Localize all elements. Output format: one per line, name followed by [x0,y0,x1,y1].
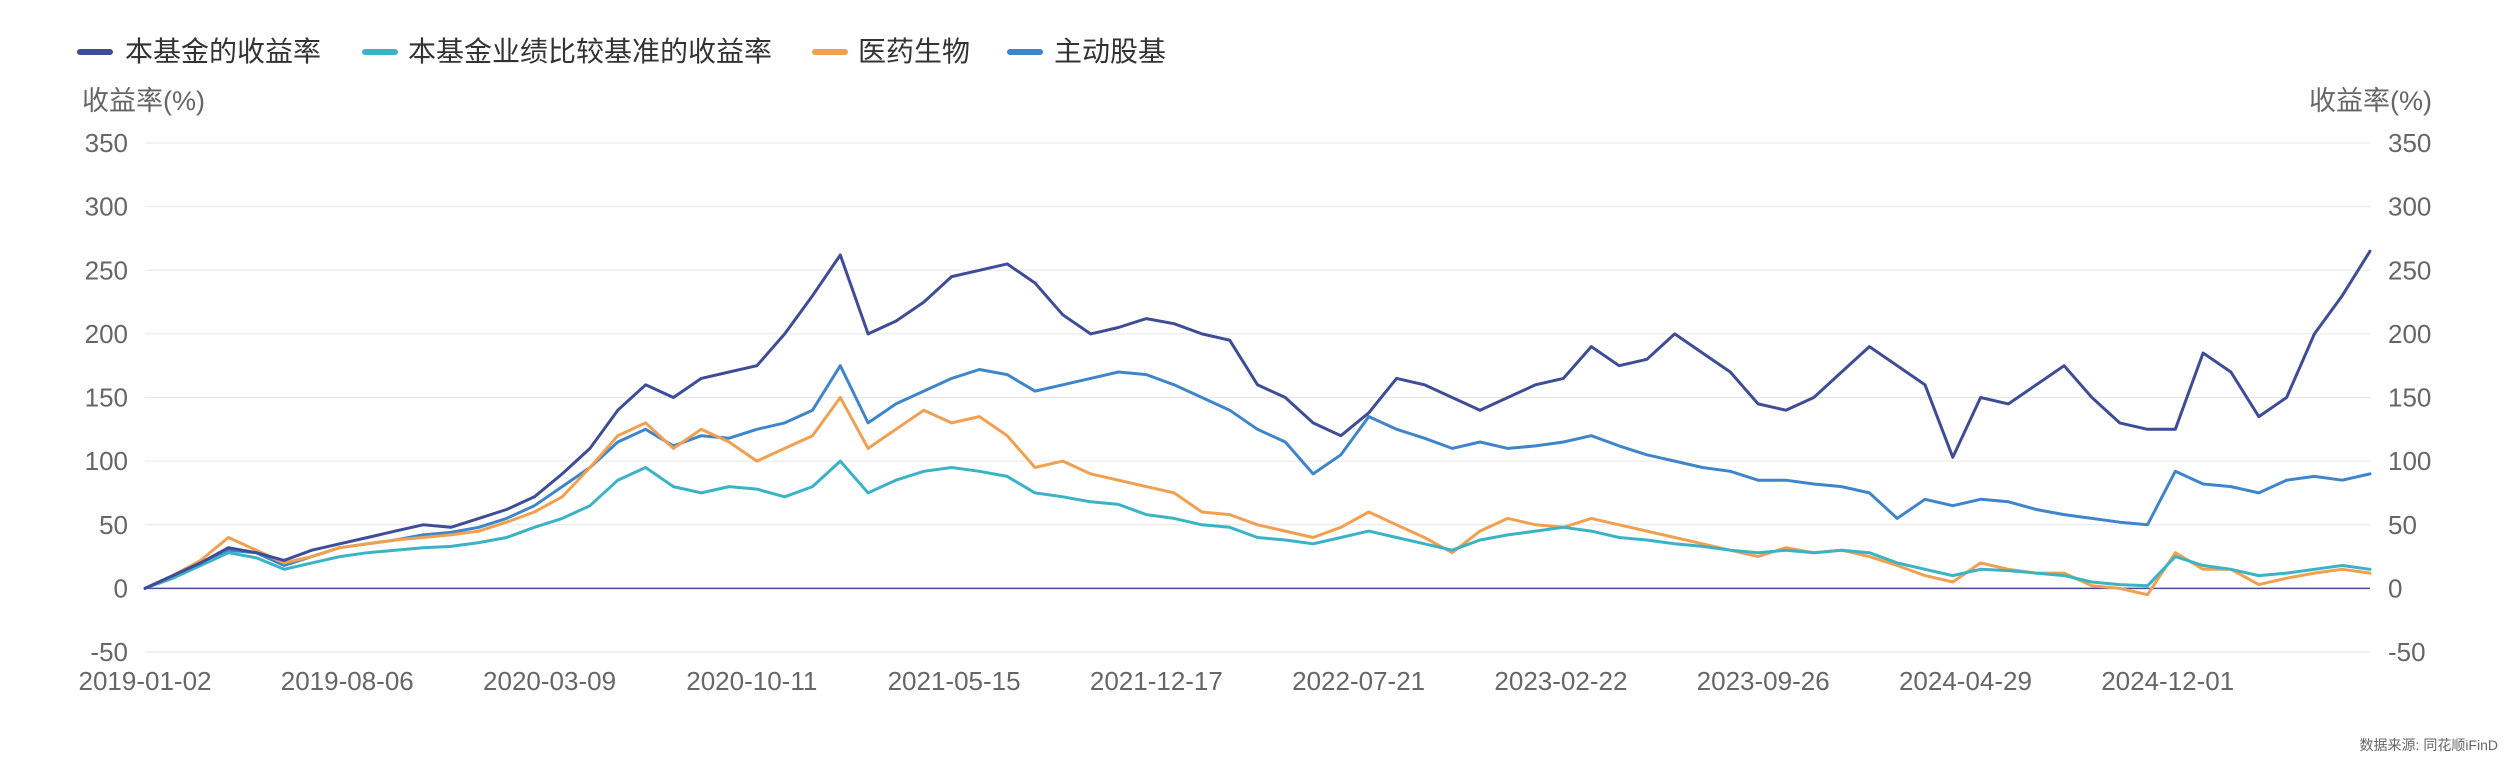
y-axis-title-left: 收益率(%) [82,86,205,116]
y-tick-label-left: -50 [90,637,128,667]
y-tick-label-left: 300 [85,192,128,222]
y-tick-label-left: 150 [85,383,128,413]
x-tick-label: 2019-08-06 [281,666,414,696]
x-tick-label: 2021-12-17 [1090,666,1223,696]
y-tick-label-right: 350 [2388,128,2431,158]
y-tick-label-left: 0 [114,573,128,603]
x-tick-label: 2021-05-15 [888,666,1021,696]
x-tick-label: 2023-02-22 [1494,666,1627,696]
series-line-fund [143,249,2372,590]
legend-item-fund[interactable]: 本基金的收益率 [77,36,321,67]
x-tick-label: 2020-03-09 [483,666,616,696]
series-line-pharma [143,396,2372,597]
y-tick-label-right: 0 [2388,573,2402,603]
x-tick-label: 2019-01-02 [79,666,212,696]
series-line-benchmark [143,459,2372,590]
y-tick-label-right: 150 [2388,383,2431,413]
legend-label-fund: 本基金的收益率 [125,36,321,67]
x-axis: 2019-01-02 2019-08-06 2020-03-09 2020-10-11… [79,666,2235,696]
legend-label-benchmark: 本基金业绩比较基准的收益率 [408,36,772,67]
grid [145,142,2370,653]
x-tick-label: 2024-04-29 [1899,666,2032,696]
y-tick-label-left: 200 [85,319,128,349]
y-axis-left: -50 0 50 100 150 200 250 300 350 [85,128,128,667]
y-tick-label-left: 350 [85,128,128,158]
y-axis-title-right: 收益率(%) [2309,86,2432,116]
series-lines [143,249,2372,597]
legend-item-benchmark[interactable]: 本基金业绩比较基准的收益率 [362,36,772,67]
y-tick-label-right: 50 [2388,510,2417,540]
y-tick-label-left: 250 [85,255,128,285]
x-tick-label: 2024-12-01 [2101,666,2234,696]
y-tick-label-right: -50 [2388,637,2426,667]
y-tick-label-left: 50 [99,510,128,540]
legend-label-active-equity: 主动股基 [1054,36,1166,67]
legend-item-pharma[interactable]: 医药生物 [812,36,970,67]
y-tick-label-right: 250 [2388,255,2431,285]
data-source-note: 数据来源: 同花顺iFinD [2360,737,2498,753]
y-tick-label-right: 100 [2388,446,2431,476]
y-tick-label-right: 200 [2388,319,2431,349]
legend: 本基金的收益率 本基金业绩比较基准的收益率 医药生物 主动股基 [77,36,1166,67]
y-tick-label-right: 300 [2388,192,2431,222]
x-tick-label: 2020-10-11 [686,666,817,696]
y-axis-right: -50 0 50 100 150 200 250 300 350 [2388,128,2431,667]
series-line-active-equity [143,364,2372,590]
x-tick-label: 2022-07-21 [1292,666,1425,696]
y-tick-label-left: 100 [85,446,128,476]
x-tick-label: 2023-09-26 [1697,666,1830,696]
legend-item-active-equity[interactable]: 主动股基 [1007,36,1166,67]
legend-label-pharma: 医药生物 [858,36,970,67]
